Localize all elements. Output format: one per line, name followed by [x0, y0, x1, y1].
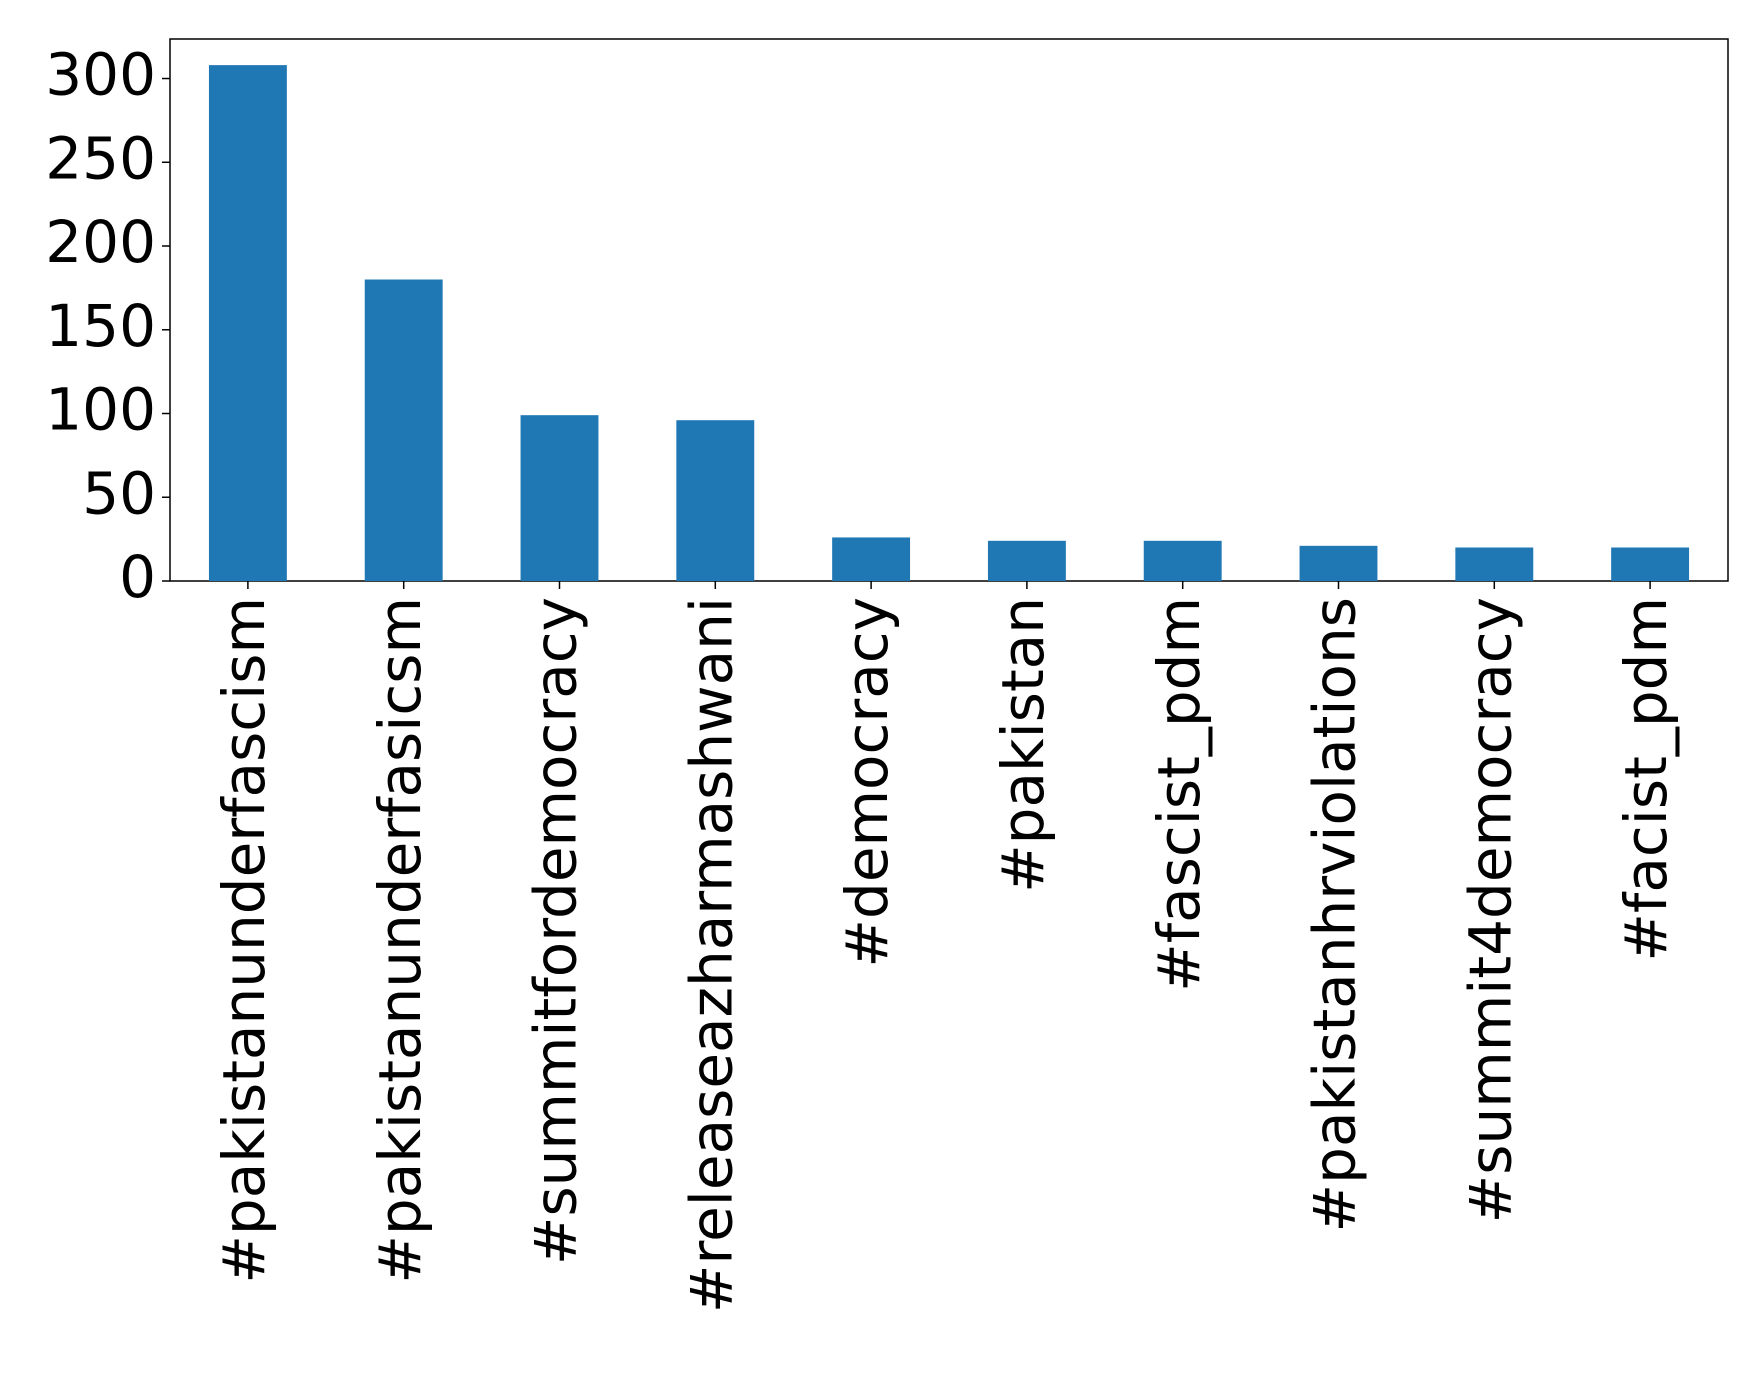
- bar: [676, 420, 755, 581]
- plot-frame: [169, 38, 1729, 582]
- y-tick-label: 0: [119, 543, 156, 611]
- bar: [1455, 547, 1534, 581]
- y-tick-label: 250: [45, 124, 156, 192]
- bar: [364, 279, 443, 581]
- bar: [520, 415, 599, 581]
- x-tick-label: #pakistan: [989, 597, 1057, 893]
- x-tick-label: #pakistanhrviolations: [1301, 597, 1369, 1232]
- y-tick-label: 200: [45, 208, 156, 276]
- bar: [1611, 547, 1690, 581]
- bar: [987, 540, 1066, 581]
- bar: [832, 537, 911, 581]
- bar: [1299, 545, 1378, 581]
- bar: [1143, 540, 1222, 581]
- bar: [208, 65, 287, 582]
- x-tick-label: #democracy: [833, 597, 901, 968]
- y-tick-label: 150: [45, 292, 156, 360]
- x-tick-label: #summit4democracy: [1456, 597, 1524, 1223]
- x-tick-label: #releaseazharmashwani: [677, 597, 745, 1313]
- x-tick-label: #fascist_pdm: [1145, 597, 1213, 992]
- y-tick-label: 300: [45, 41, 156, 109]
- x-tick-label: #summitfordemocracy: [522, 597, 590, 1265]
- x-tick-label: #pakistanunderfasicsm: [366, 597, 434, 1284]
- y-tick-label: 50: [82, 459, 156, 527]
- y-tick-label: 100: [45, 376, 156, 444]
- x-tick-label: #pakistanunderfascism: [210, 597, 278, 1284]
- x-tick-label: #facist_pdm: [1612, 597, 1680, 962]
